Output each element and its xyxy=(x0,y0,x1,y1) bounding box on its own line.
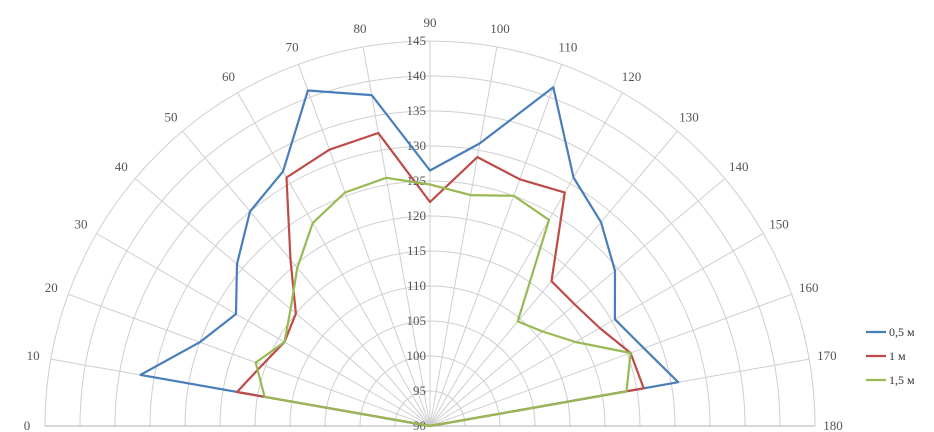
angle-tick-label: 150 xyxy=(769,217,789,232)
angle-tick-label: 0 xyxy=(24,418,31,432)
grid-spoke xyxy=(237,92,431,427)
radial-tick-label: 135 xyxy=(407,103,427,118)
series-lines xyxy=(139,86,680,428)
angle-tick-label: 160 xyxy=(799,280,819,295)
grid-spoke xyxy=(429,293,792,427)
radial-tick-label: 145 xyxy=(407,33,427,48)
grid-spoke xyxy=(429,46,498,427)
angle-tick-label: 130 xyxy=(679,109,699,124)
radial-tick-label: 110 xyxy=(407,278,426,293)
angle-tick-labels: 0 10 20 30 40 50 60 70 80 90 100 110 120 130 140 150 160… xyxy=(24,15,843,432)
radial-tick-label: 120 xyxy=(407,208,427,223)
grid-spoke xyxy=(429,92,623,427)
radial-tick-label: 140 xyxy=(407,68,427,83)
grid-spoke xyxy=(68,293,431,427)
angle-tick-label: 10 xyxy=(27,348,40,363)
angle-tick-label: 120 xyxy=(622,69,642,84)
grid-spoke xyxy=(182,130,431,427)
angle-tick-label: 70 xyxy=(286,39,299,54)
angle-tick-label: 100 xyxy=(490,21,510,36)
angle-tick-label: 40 xyxy=(115,159,128,174)
legend: 0,5 м 1 м 1,5 м xyxy=(866,325,915,387)
radial-tick-label: 95 xyxy=(413,383,426,398)
radial-tick-label: 115 xyxy=(407,243,426,258)
legend-label: 1,5 м xyxy=(889,373,915,387)
grid-spoke xyxy=(429,233,764,427)
series-line-3 xyxy=(254,176,632,428)
angle-tick-label: 50 xyxy=(164,109,177,124)
angle-tick-label: 110 xyxy=(558,39,577,54)
series-line-1 xyxy=(139,86,680,428)
angle-tick-label: 90 xyxy=(424,15,437,30)
grid-spoke xyxy=(429,178,726,427)
grid-spoke xyxy=(297,64,431,427)
angle-tick-label: 180 xyxy=(823,418,843,432)
radial-tick-label: 105 xyxy=(407,313,427,328)
series-line-2 xyxy=(235,131,645,428)
radial-tick-label: 100 xyxy=(407,348,427,363)
angle-tick-label: 170 xyxy=(817,348,837,363)
grid-spoke xyxy=(429,64,563,427)
grid-spoke xyxy=(362,46,431,427)
grid-spoke xyxy=(96,233,431,427)
angle-tick-label: 30 xyxy=(74,217,87,232)
polar-grid xyxy=(44,40,816,427)
angle-tick-label: 140 xyxy=(729,159,749,174)
angle-tick-label: 80 xyxy=(354,21,367,36)
grid-spoke xyxy=(429,130,678,427)
legend-label: 1 м xyxy=(889,349,906,363)
grid-spoke xyxy=(134,178,431,427)
angle-tick-label: 20 xyxy=(45,280,58,295)
radial-tick-label: 130 xyxy=(407,138,427,153)
angle-tick-label: 60 xyxy=(222,69,235,84)
legend-label: 0,5 м xyxy=(889,325,915,339)
